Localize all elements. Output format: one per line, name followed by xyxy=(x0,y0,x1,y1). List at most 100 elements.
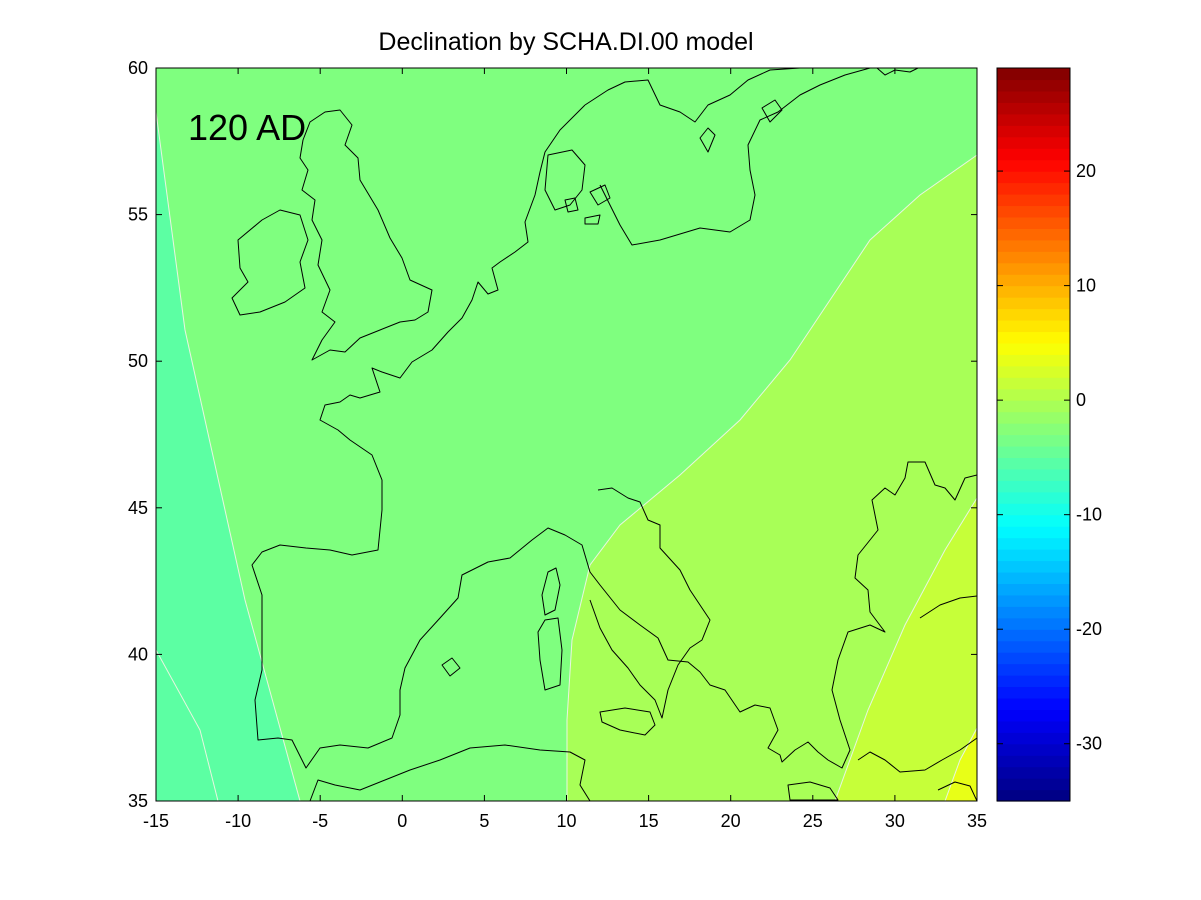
coastline-gotland xyxy=(699,127,716,153)
colorbar-segment xyxy=(997,709,1070,722)
colorbar-segment xyxy=(997,457,1070,470)
colorbar-segment xyxy=(997,205,1070,218)
coastline-denmark xyxy=(544,149,586,211)
colorbar-segment xyxy=(997,400,1070,413)
coastline-crete xyxy=(787,781,839,801)
x-tick-label: -15 xyxy=(143,811,169,831)
y-axis: 35 40 45 50 55 60 xyxy=(128,58,977,811)
colorbar-segment xyxy=(997,365,1070,378)
colorbar-segment xyxy=(997,228,1070,241)
epoch-label: 120 AD xyxy=(188,107,306,148)
colorbar-segment xyxy=(997,583,1070,596)
colorbar-tick-label: -10 xyxy=(1076,505,1102,525)
coastline-island-fyn xyxy=(564,197,579,213)
colorbar-segment xyxy=(997,79,1070,92)
coastline-asia-minor xyxy=(857,737,977,773)
colorbar-segment xyxy=(997,629,1070,642)
coastline-baltic-south xyxy=(599,68,871,246)
colorbar-segment xyxy=(997,503,1070,516)
contour-band-minus10-minus5 xyxy=(156,112,300,801)
colorbar-segment xyxy=(997,68,1070,81)
colorbar-segment xyxy=(997,514,1070,527)
x-tick-label: 10 xyxy=(556,811,576,831)
y-tick-label: 60 xyxy=(128,58,148,78)
colorbar-segment xyxy=(997,468,1070,481)
colorbar-segment xyxy=(997,159,1070,172)
x-tick-label: 5 xyxy=(479,811,489,831)
colorbar-segment xyxy=(997,423,1070,436)
colorbar-segment xyxy=(997,571,1070,584)
colorbar-segment xyxy=(997,354,1070,367)
colorbar-tick-label: -30 xyxy=(1076,734,1102,754)
coastline-mallorca xyxy=(441,657,461,677)
contour-line xyxy=(156,649,219,801)
colorbar-segment xyxy=(997,480,1070,493)
colorbar-segment xyxy=(997,102,1070,115)
colorbar-segment xyxy=(997,560,1070,573)
coastline-sardinia xyxy=(537,617,563,691)
coastline-sicily xyxy=(599,707,656,736)
colorbar-segment xyxy=(997,251,1070,264)
colorbar-segment xyxy=(997,537,1070,550)
colorbar-segment xyxy=(997,274,1070,287)
coastline-italy xyxy=(589,487,711,719)
colorbar-segment xyxy=(997,308,1070,321)
coastline-black-sea xyxy=(919,595,977,619)
y-tick-label: 50 xyxy=(128,351,148,371)
colorbar-segment xyxy=(997,297,1070,310)
contour-band-5-10 xyxy=(835,498,977,801)
colorbar-segment xyxy=(997,720,1070,733)
colorbar-frame xyxy=(996,67,1071,802)
colorbar-segment xyxy=(997,549,1070,562)
colorbar-axis: -30 -20 -10 0 10 20 xyxy=(997,161,1102,754)
colorbar-segment xyxy=(997,285,1070,298)
y-tick-label: 45 xyxy=(128,498,148,518)
colorbar-segment xyxy=(997,526,1070,539)
colorbar-segment xyxy=(997,331,1070,344)
colorbar-segment xyxy=(997,697,1070,710)
coastline-island-lolland xyxy=(584,214,601,225)
x-tick-label: 20 xyxy=(721,811,741,831)
x-axis: -15 -10 -5 0 5 10 15 20 25 30 35 xyxy=(143,68,987,831)
x-tick-label: 35 xyxy=(967,811,987,831)
colorbar-segment xyxy=(997,90,1070,103)
colorbar-segment xyxy=(997,755,1070,768)
y-tick-label: 35 xyxy=(128,791,148,811)
coastline-oland xyxy=(761,99,783,123)
colorbar-segment xyxy=(997,766,1070,779)
contour-line xyxy=(156,111,301,801)
colorbar xyxy=(996,67,1071,802)
colorbar-segment xyxy=(997,182,1070,195)
x-tick-label: 0 xyxy=(397,811,407,831)
colorbar-tick-label: 10 xyxy=(1076,276,1096,296)
coastlines xyxy=(231,68,977,801)
map-plot-area xyxy=(156,68,977,801)
colorbar-segment xyxy=(997,125,1070,138)
colorbar-segment xyxy=(997,686,1070,699)
coastline-corsica xyxy=(541,567,561,616)
y-tick-label: 55 xyxy=(128,205,148,225)
contour-line xyxy=(834,497,977,801)
coastline-ireland xyxy=(231,209,309,316)
colorbar-segment xyxy=(997,216,1070,229)
coastline-cyprus xyxy=(937,781,977,801)
colorbar-segment xyxy=(997,663,1070,676)
colorbar-segment xyxy=(997,193,1070,207)
colorbar-segment xyxy=(997,675,1070,688)
colorbar-segment xyxy=(997,377,1070,390)
x-tick-label: -5 xyxy=(312,811,328,831)
x-tick-label: 15 xyxy=(639,811,659,831)
coastline-baltic xyxy=(584,68,801,123)
coastline-great-britain xyxy=(299,109,433,361)
colorbar-segment xyxy=(997,652,1070,665)
x-tick-label: 25 xyxy=(803,811,823,831)
colorbar-segment xyxy=(997,434,1070,447)
colorbar-segment xyxy=(997,342,1070,355)
x-tick-label: -10 xyxy=(225,811,251,831)
colorbar-segment xyxy=(997,732,1070,745)
y-tick-label: 40 xyxy=(128,644,148,664)
colorbar-segment xyxy=(997,606,1070,619)
colorbar-segment xyxy=(997,148,1070,161)
colorbar-segment xyxy=(997,789,1070,802)
